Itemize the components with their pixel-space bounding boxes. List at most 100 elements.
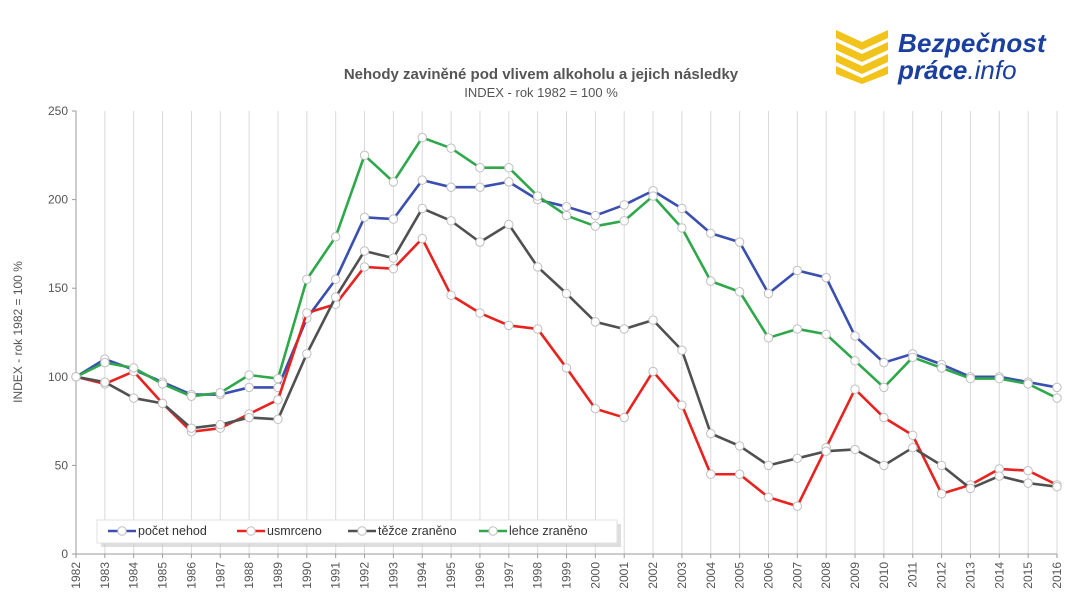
data-point — [215, 388, 225, 398]
data-point — [244, 382, 254, 393]
series-těžce-zraněno — [71, 203, 1062, 494]
data-point — [706, 276, 716, 286]
data-point — [677, 345, 687, 355]
y-tick-label: 100 — [48, 370, 68, 384]
x-tick-label: 1995 — [444, 562, 458, 589]
legend-marker — [357, 526, 367, 536]
data-point — [677, 223, 687, 233]
data-point — [994, 471, 1004, 481]
x-tick-label: 2012 — [935, 562, 949, 589]
axes — [72, 110, 1058, 558]
data-point — [71, 372, 81, 382]
data-point — [908, 352, 918, 363]
data-point — [1023, 478, 1033, 488]
data-point — [244, 412, 254, 423]
data-point — [388, 214, 399, 224]
chevron-stripes-icon — [836, 30, 888, 84]
x-tick-labels: 1982 1983 1984 1985 1986 1987 1988 1989 1990 1991… — [69, 562, 1064, 589]
data-point — [359, 212, 370, 223]
data-point — [359, 262, 370, 272]
data-point — [619, 216, 629, 226]
data-point — [475, 182, 485, 192]
x-tick-label: 2001 — [617, 562, 631, 589]
data-point — [359, 246, 370, 256]
data-point — [446, 182, 456, 192]
data-point — [734, 287, 745, 297]
legend-label: usmrceno — [267, 524, 322, 538]
y-tick-label: 250 — [48, 104, 68, 118]
data-point — [504, 177, 514, 187]
data-point — [129, 363, 139, 373]
data-point — [648, 366, 658, 377]
data-point — [965, 483, 976, 494]
data-point — [532, 324, 543, 334]
data-point — [359, 150, 370, 161]
data-point — [590, 403, 601, 414]
y-tick-label: 200 — [48, 193, 68, 207]
data-point — [908, 430, 918, 440]
data-point — [648, 315, 658, 325]
y-tick-label: 50 — [55, 458, 69, 472]
data-point — [1052, 382, 1062, 393]
data-point — [619, 324, 629, 334]
data-point — [388, 253, 399, 263]
data-point — [561, 210, 572, 221]
data-point — [561, 288, 572, 299]
legend-marker — [246, 526, 256, 536]
data-point — [590, 317, 601, 327]
data-point — [677, 400, 687, 410]
x-tick-label: 1999 — [560, 562, 574, 589]
data-point — [273, 373, 283, 384]
data-point — [330, 274, 341, 285]
data-point — [129, 393, 139, 403]
data-point — [879, 357, 889, 368]
data-point — [388, 177, 399, 187]
data-point — [792, 501, 803, 511]
x-tick-label: 2014 — [992, 562, 1006, 589]
data-point — [879, 382, 889, 393]
x-tick-label: 2000 — [588, 562, 602, 589]
x-tick-label: 2016 — [1050, 562, 1064, 589]
data-point — [619, 200, 629, 210]
data-point — [619, 412, 629, 423]
data-point — [1023, 379, 1033, 389]
x-tick-label: 1993 — [386, 562, 400, 589]
x-tick-label: 1986 — [184, 562, 198, 589]
data-point — [792, 453, 803, 464]
series-lehce-zraněno — [71, 132, 1062, 403]
data-point — [302, 349, 312, 359]
logo-text-line1: Bezpečnost — [898, 28, 1046, 58]
legend-label: lehce zraněno — [509, 524, 588, 538]
data-point — [1052, 393, 1062, 403]
x-tick-label: 2008 — [819, 562, 833, 589]
data-point — [532, 191, 543, 201]
logo-text-suffix: .info — [967, 55, 1017, 85]
x-tick-label: 1994 — [415, 562, 429, 589]
data-point — [532, 262, 543, 272]
x-tick-label: 1996 — [473, 562, 487, 589]
data-point — [417, 175, 427, 185]
data-point — [936, 489, 947, 499]
logo-text-bold: práce — [898, 55, 968, 85]
data-point — [763, 333, 774, 343]
data-point — [330, 292, 341, 302]
x-tick-label: 2010 — [877, 562, 891, 589]
data-point — [706, 469, 716, 479]
data-point — [734, 237, 745, 247]
data-point — [850, 331, 860, 341]
data-point — [186, 391, 197, 401]
data-point — [850, 384, 860, 394]
data-point — [763, 288, 774, 299]
x-tick-label: 1997 — [502, 562, 516, 589]
data-point — [590, 210, 601, 221]
x-tick-label: 1990 — [300, 562, 314, 589]
data-point — [475, 237, 485, 247]
series-lines — [71, 132, 1062, 511]
data-point — [734, 469, 745, 479]
data-point — [446, 290, 456, 300]
data-point — [936, 460, 947, 471]
data-point — [417, 233, 427, 244]
data-point — [157, 398, 168, 409]
data-point — [590, 221, 601, 231]
